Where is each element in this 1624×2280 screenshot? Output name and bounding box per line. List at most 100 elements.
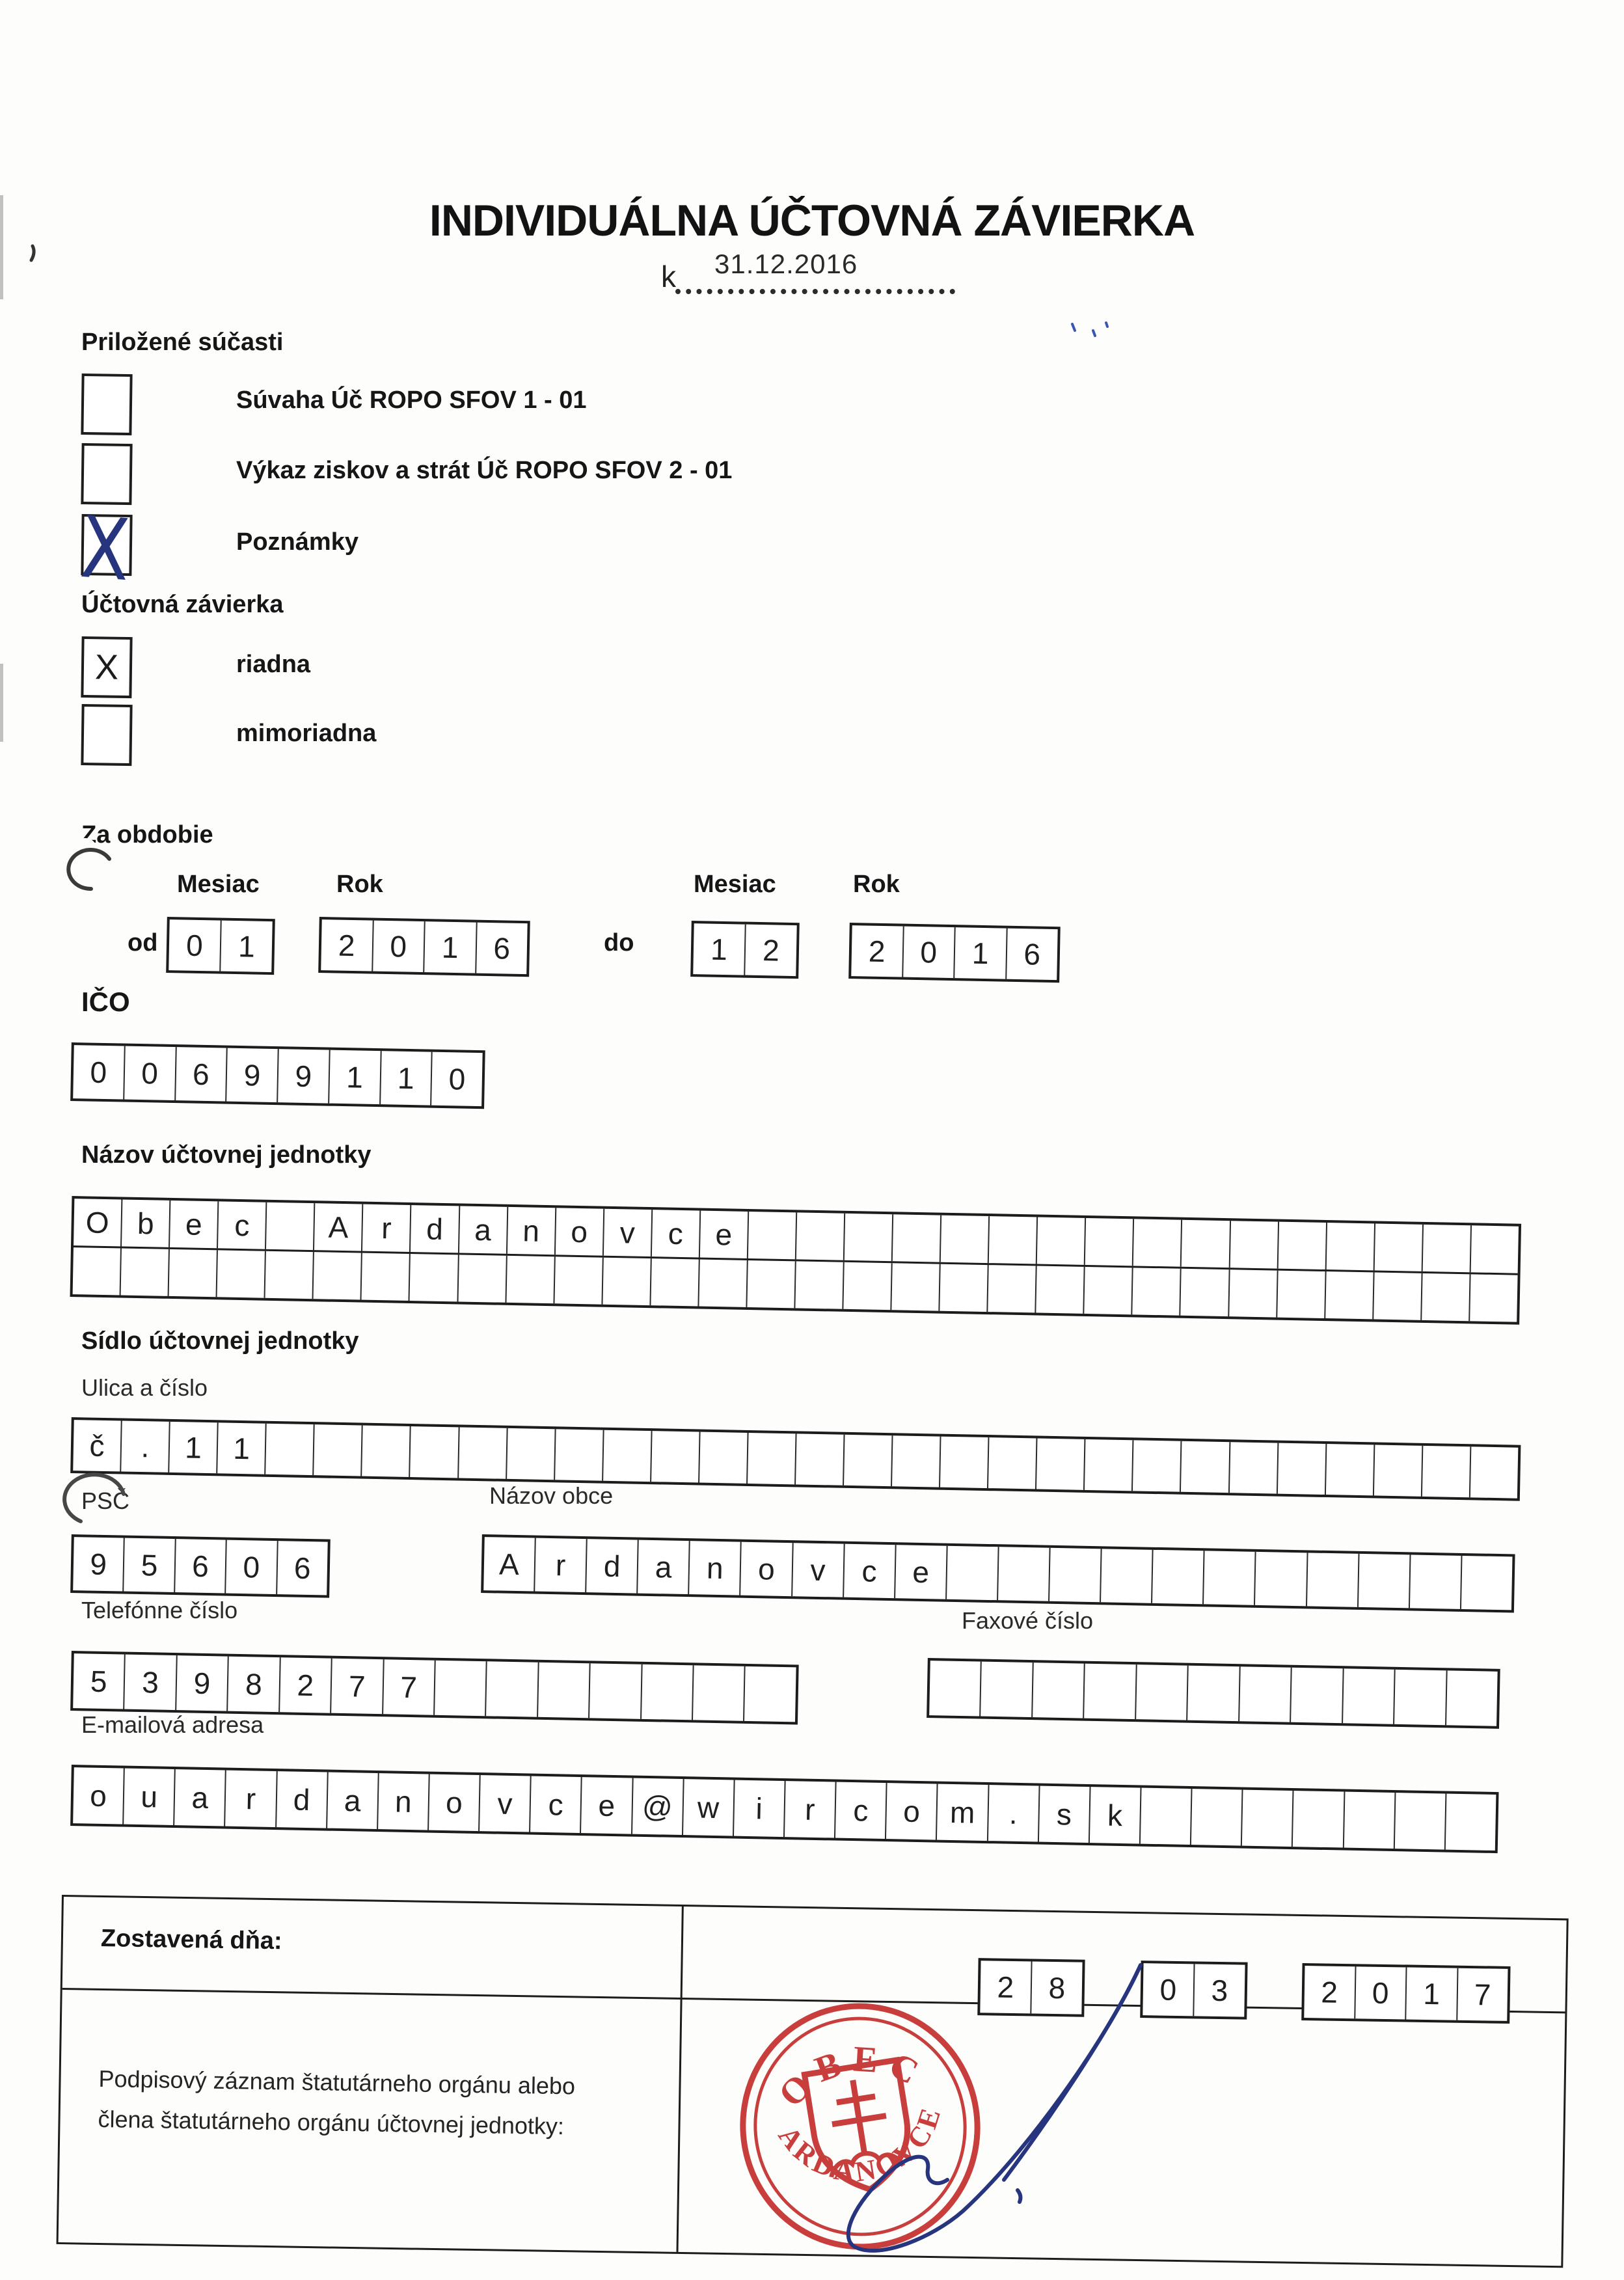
char-cell[interactable] <box>312 1424 362 1476</box>
char-cell[interactable] <box>167 1249 217 1297</box>
char-cell[interactable] <box>601 1257 651 1306</box>
char-cell[interactable]: e <box>698 1210 748 1258</box>
char-cell[interactable] <box>1372 1445 1422 1497</box>
char-cell[interactable] <box>1227 1269 1277 1318</box>
char-cell[interactable]: a <box>173 1769 226 1826</box>
char-cell[interactable] <box>409 1426 459 1478</box>
char-cell[interactable] <box>929 1661 981 1716</box>
char-cell[interactable]: v <box>602 1208 651 1257</box>
char-cell[interactable]: 1 <box>1405 1967 1457 2020</box>
char-cell[interactable]: 8 <box>226 1656 280 1713</box>
char-cell[interactable] <box>1276 1443 1326 1495</box>
char-cell[interactable] <box>505 1428 555 1480</box>
char-cell[interactable] <box>1341 1668 1394 1724</box>
char-cell[interactable] <box>1393 1793 1446 1850</box>
char-cell[interactable]: n <box>376 1773 429 1830</box>
checkbox-poznamky[interactable]: X <box>78 498 133 600</box>
char-cell[interactable]: 2 <box>744 924 797 977</box>
char-cell[interactable] <box>1444 1670 1498 1726</box>
char-cell[interactable] <box>1238 1666 1291 1722</box>
char-cell[interactable]: 1 <box>379 1051 431 1106</box>
char-cell[interactable] <box>843 1213 893 1262</box>
char-cell[interactable]: O <box>85 1205 110 1240</box>
char-cell[interactable] <box>360 1253 410 1301</box>
char-cell[interactable]: c <box>650 1210 700 1258</box>
char-cell[interactable] <box>1186 1665 1239 1722</box>
char-cell[interactable] <box>265 1202 314 1251</box>
char-cell[interactable] <box>1048 1547 1101 1603</box>
char-cell[interactable]: e <box>169 1200 218 1249</box>
char-cell[interactable] <box>1323 1271 1374 1320</box>
char-cell[interactable]: 7 <box>330 1658 383 1715</box>
char-cell[interactable] <box>588 1663 642 1719</box>
char-cell[interactable] <box>1084 1217 1133 1266</box>
char-cell[interactable] <box>987 1216 1037 1264</box>
char-cell[interactable]: 2 <box>1320 1975 1338 2009</box>
char-cell[interactable] <box>1444 1793 1496 1851</box>
char-cell[interactable] <box>119 1248 169 1296</box>
char-cell[interactable] <box>1305 1553 1359 1607</box>
char-cell[interactable]: o <box>427 1774 480 1832</box>
char-cell[interactable] <box>986 1265 1036 1313</box>
char-cell[interactable]: 0 <box>90 1055 107 1090</box>
char-cell[interactable]: 1 <box>953 927 1007 979</box>
char-cell[interactable] <box>945 1545 998 1601</box>
char-cell[interactable]: 0 <box>1353 1966 1406 2020</box>
char-cell[interactable]: 9 <box>277 1049 329 1104</box>
char-cell[interactable]: 6 <box>474 922 528 975</box>
char-cell[interactable] <box>938 1264 988 1312</box>
char-cell[interactable] <box>1179 1268 1229 1317</box>
char-cell[interactable] <box>1228 1442 1277 1494</box>
char-cell[interactable]: 3 <box>1193 1964 1245 2017</box>
char-cell[interactable]: 8 <box>1030 1961 1083 2015</box>
char-cell[interactable] <box>1469 1225 1519 1273</box>
char-cell[interactable] <box>1131 1440 1181 1492</box>
char-cell[interactable] <box>794 1212 845 1260</box>
checkbox-riadna[interactable]: X <box>81 636 133 699</box>
char-cell[interactable] <box>601 1430 651 1482</box>
char-cell[interactable]: 6 <box>174 1047 226 1102</box>
char-cell[interactable]: b <box>120 1199 170 1247</box>
char-cell[interactable]: o <box>89 1778 107 1813</box>
char-cell[interactable]: o <box>554 1208 603 1256</box>
char-cell[interactable]: m <box>936 1784 988 1841</box>
char-cell[interactable] <box>1139 1787 1191 1845</box>
char-cell[interactable]: 0 <box>185 928 204 963</box>
char-cell[interactable]: @ <box>630 1778 683 1836</box>
char-cell[interactable] <box>485 1661 538 1717</box>
char-cell[interactable]: 2 <box>868 934 886 969</box>
char-cell[interactable] <box>536 1662 589 1718</box>
char-cell[interactable] <box>1031 1663 1085 1718</box>
char-cell[interactable]: 1 <box>219 920 273 973</box>
char-cell[interactable] <box>890 1263 940 1311</box>
char-cell[interactable]: w <box>681 1779 734 1836</box>
char-cell[interactable] <box>743 1666 796 1722</box>
char-cell[interactable] <box>264 1251 314 1299</box>
char-cell[interactable]: 3 <box>123 1654 176 1711</box>
char-cell[interactable]: 5 <box>122 1538 175 1593</box>
char-cell[interactable]: A <box>498 1547 520 1582</box>
char-cell[interactable] <box>1421 1224 1470 1273</box>
char-cell[interactable] <box>360 1425 411 1477</box>
char-cell[interactable] <box>215 1250 265 1298</box>
char-cell[interactable] <box>987 1437 1036 1489</box>
char-cell[interactable] <box>1277 1221 1326 1270</box>
char-cell[interactable] <box>1151 1549 1204 1605</box>
char-cell[interactable] <box>697 1432 748 1484</box>
email-boxes[interactable]: o u a r d a n o v c e @ w i r c o m. s k <box>70 1765 1499 1854</box>
char-cell[interactable] <box>1324 1444 1374 1496</box>
char-cell[interactable] <box>649 1431 699 1483</box>
checkbox-suvaha[interactable] <box>81 373 133 436</box>
char-cell[interactable]: 1 <box>710 932 728 967</box>
char-cell[interactable]: 0 <box>901 926 954 979</box>
char-cell[interactable] <box>1325 1223 1374 1271</box>
char-cell[interactable]: d <box>585 1539 638 1594</box>
char-cell[interactable]: d <box>409 1205 459 1253</box>
char-cell[interactable]: 6 <box>1005 928 1058 981</box>
char-cell[interactable] <box>1228 1221 1278 1269</box>
char-cell[interactable]: v <box>478 1775 530 1832</box>
